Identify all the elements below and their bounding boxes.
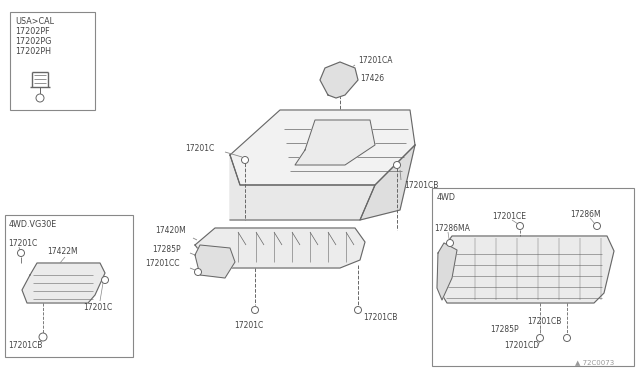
Circle shape: [447, 240, 454, 247]
Text: 4WD.VG30E: 4WD.VG30E: [9, 219, 57, 228]
Text: 17201C: 17201C: [8, 238, 37, 247]
Text: 17201C: 17201C: [234, 321, 263, 330]
Polygon shape: [230, 110, 415, 185]
Polygon shape: [22, 263, 105, 303]
Text: 17202PH: 17202PH: [15, 46, 51, 55]
Text: 17285P: 17285P: [490, 326, 518, 334]
Text: 17201CE: 17201CE: [492, 212, 526, 221]
Text: 17201CB: 17201CB: [404, 180, 438, 189]
Text: 17286MA: 17286MA: [434, 224, 470, 232]
Text: 17422M: 17422M: [47, 247, 77, 256]
Text: 17201CB: 17201CB: [8, 340, 42, 350]
Polygon shape: [320, 62, 358, 98]
Polygon shape: [437, 243, 457, 300]
Bar: [5, 215, 133, 357]
Circle shape: [355, 307, 362, 314]
Polygon shape: [360, 145, 415, 220]
Text: 17201C: 17201C: [185, 144, 214, 153]
Text: 17201C: 17201C: [83, 302, 112, 311]
Circle shape: [563, 334, 570, 341]
Text: 17426: 17426: [360, 74, 384, 83]
Text: 17201CB: 17201CB: [363, 314, 397, 323]
Circle shape: [102, 276, 109, 283]
Bar: [10, 12, 95, 110]
Circle shape: [36, 94, 44, 102]
Circle shape: [593, 222, 600, 230]
Polygon shape: [295, 120, 375, 165]
Circle shape: [195, 269, 202, 276]
Text: ▲ 72C0073: ▲ 72C0073: [575, 359, 614, 365]
Bar: [432, 188, 634, 366]
Text: USA>CAL: USA>CAL: [15, 16, 54, 26]
Text: 17201CD: 17201CD: [504, 341, 539, 350]
Circle shape: [252, 307, 259, 314]
Text: 17420M: 17420M: [155, 225, 186, 234]
Polygon shape: [438, 236, 614, 303]
Text: 4WD: 4WD: [437, 192, 456, 202]
Text: 17286M: 17286M: [570, 209, 600, 218]
Polygon shape: [230, 155, 375, 220]
Text: 17202PG: 17202PG: [15, 36, 51, 45]
Circle shape: [39, 333, 47, 341]
Polygon shape: [195, 228, 365, 268]
Circle shape: [17, 250, 24, 257]
Text: 17201CC: 17201CC: [145, 259, 179, 267]
Text: 17201CA: 17201CA: [358, 55, 392, 64]
Circle shape: [241, 157, 248, 164]
Circle shape: [394, 161, 401, 169]
Circle shape: [516, 222, 524, 230]
Text: 17202PF: 17202PF: [15, 26, 50, 35]
Polygon shape: [195, 245, 235, 278]
Text: 17201CB: 17201CB: [527, 317, 561, 327]
Circle shape: [536, 334, 543, 341]
Text: 17285P: 17285P: [152, 244, 180, 253]
